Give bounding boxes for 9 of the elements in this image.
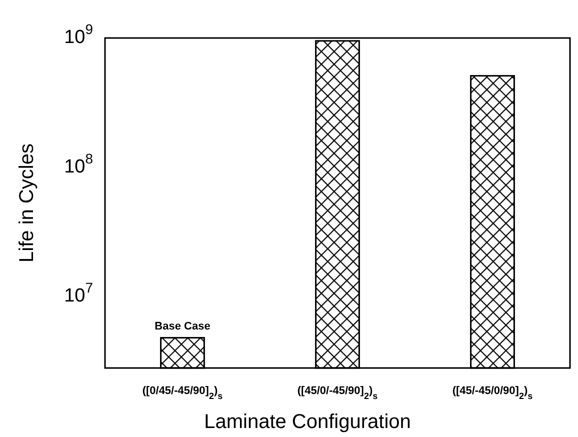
x-tick-label: ([0/45/-45/90]$_{2}$)$_{s}$	[142, 385, 223, 401]
y-tick-label: 10$^{7}$	[64, 279, 94, 307]
annotation: Base Case	[154, 320, 210, 333]
x-tick-label: ([45/0/-45/90]$_{2}$)$_{s}$	[297, 385, 378, 401]
x-axis-title: Laminate Configuration	[204, 411, 411, 433]
y-tick-label: 10$^{9}$	[64, 20, 94, 48]
y-tick-label: 10$^{8}$	[64, 150, 94, 178]
y-axis-title: Life in Cycles	[16, 144, 38, 262]
x-tick-label: ([45/-45/0/90]$_{2}$)$_{s}$	[452, 385, 533, 401]
